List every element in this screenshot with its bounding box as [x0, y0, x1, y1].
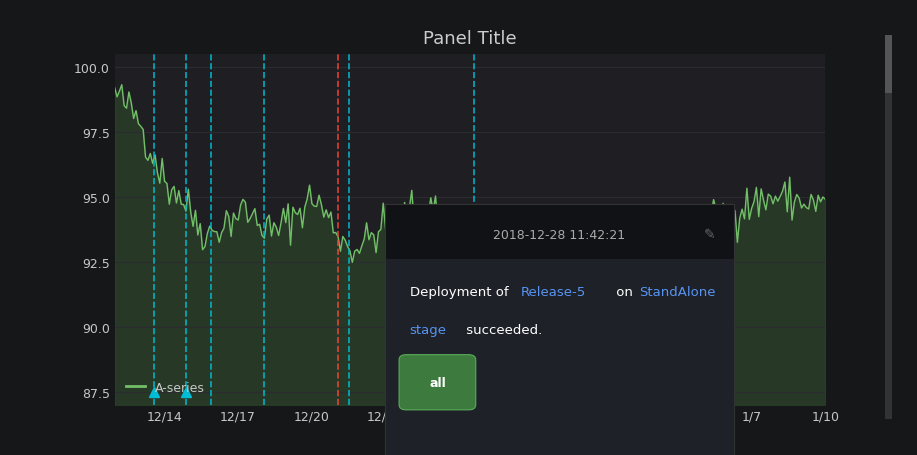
FancyBboxPatch shape	[385, 205, 734, 260]
Title: Panel Title: Panel Title	[423, 30, 517, 47]
Legend: A-series: A-series	[121, 376, 209, 399]
Text: Release-5: Release-5	[521, 286, 586, 299]
Text: StandAlone: StandAlone	[639, 286, 716, 299]
Text: on: on	[612, 286, 636, 299]
Text: all: all	[429, 376, 446, 389]
Text: succeeded.: succeeded.	[462, 324, 542, 336]
FancyBboxPatch shape	[885, 36, 892, 94]
Text: stage: stage	[410, 324, 447, 336]
Text: ✎: ✎	[703, 228, 715, 242]
FancyBboxPatch shape	[399, 355, 476, 410]
Text: 2018-12-28 11:42:21: 2018-12-28 11:42:21	[493, 228, 625, 241]
Text: Deployment of: Deployment of	[410, 286, 513, 299]
